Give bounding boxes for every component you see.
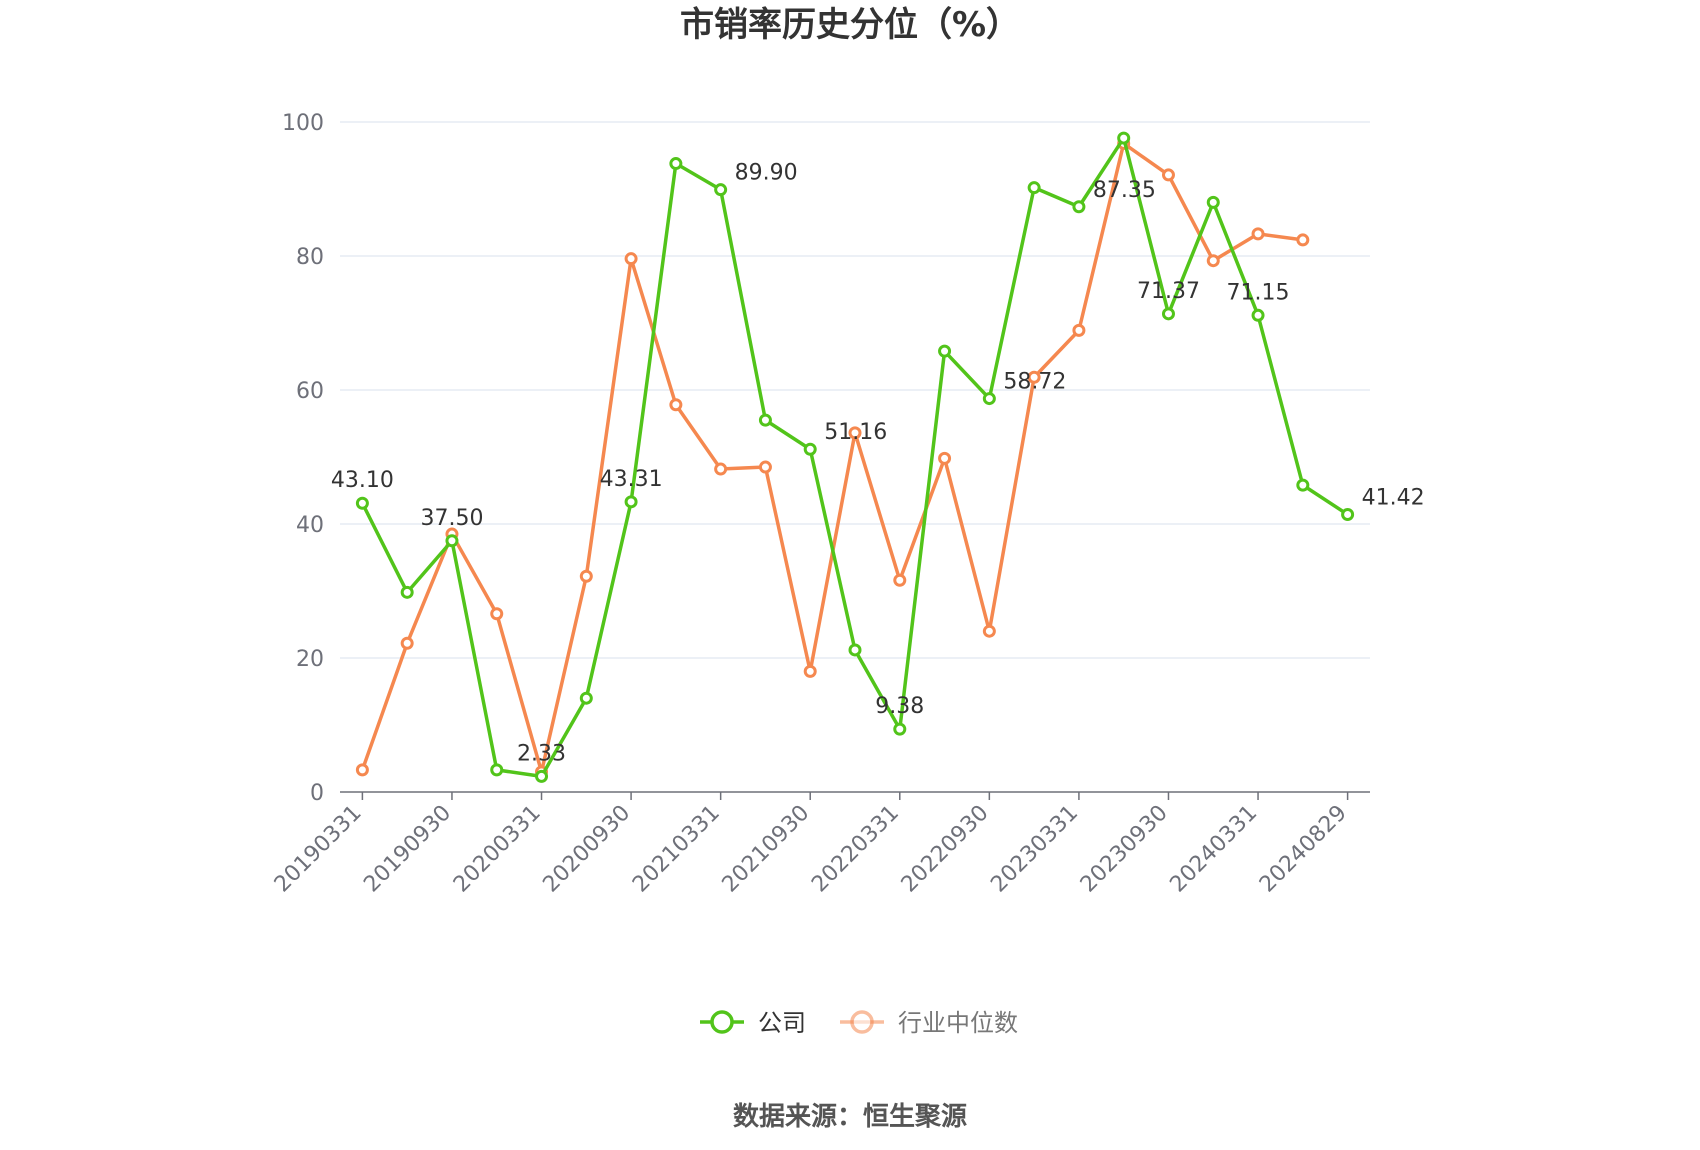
- data-point: [1206, 254, 1220, 268]
- series-layer: [355, 131, 1355, 783]
- x-tick-label: 20230331: [986, 801, 1083, 898]
- data-point: [893, 722, 907, 736]
- data-point: [758, 413, 772, 427]
- data-point: [803, 664, 817, 678]
- data-point: [1117, 131, 1131, 145]
- data-label: 87.35: [1093, 178, 1156, 203]
- data-point: [1251, 227, 1265, 241]
- data-label: 37.50: [420, 506, 483, 531]
- data-point: [669, 157, 683, 171]
- data-point: [355, 496, 369, 510]
- x-tick-label: 20240331: [1165, 801, 1262, 898]
- x-tick-label: 20240829: [1255, 801, 1352, 898]
- y-tick-label: 20: [296, 647, 324, 672]
- data-point: [624, 252, 638, 266]
- data-label: 71.15: [1227, 280, 1290, 305]
- data-point: [1072, 323, 1086, 337]
- series-line-0: [360, 136, 1349, 779]
- y-tick-label: 40: [296, 513, 324, 538]
- x-tick-label: 20220331: [807, 801, 904, 898]
- data-point: [848, 426, 862, 440]
- data-point: [579, 569, 593, 583]
- data-point: [982, 624, 996, 638]
- x-tick-label: 20200331: [449, 801, 546, 898]
- data-point: [1027, 370, 1041, 384]
- data-point: [938, 344, 952, 358]
- data-point: [669, 398, 683, 412]
- legend-label: 行业中位数: [898, 1009, 1018, 1037]
- data-point: [445, 534, 459, 548]
- legend-label: 公司: [758, 1009, 806, 1037]
- legend-item-1[interactable]: 行业中位数: [840, 1009, 1018, 1037]
- grid-lines: [340, 121, 1370, 659]
- data-point: [400, 585, 414, 599]
- y-tick-label: 0: [310, 781, 324, 806]
- data-point: [355, 763, 369, 777]
- data-label: 9.38: [875, 694, 924, 719]
- data-point: [579, 691, 593, 705]
- data-point: [1206, 195, 1220, 209]
- x-tick-label: 20200930: [538, 801, 635, 898]
- x-tick-label: 20210331: [628, 801, 725, 898]
- y-tick-label: 80: [296, 245, 324, 270]
- data-point: [400, 636, 414, 650]
- series-line-1: [360, 141, 1304, 774]
- data-label: 43.31: [600, 467, 663, 492]
- data-point: [938, 451, 952, 465]
- data-label: 71.37: [1137, 279, 1200, 304]
- y-tick-label: 100: [282, 111, 324, 136]
- x-tick-label: 20220930: [897, 801, 994, 898]
- x-tick-label: 20190930: [359, 801, 456, 898]
- data-point: [758, 460, 772, 474]
- data-label: 43.10: [331, 468, 394, 493]
- x-tick-label: 20230930: [1076, 801, 1173, 898]
- data-point: [982, 392, 996, 406]
- data-point: [535, 769, 549, 783]
- y-axis: 0 20 40 60 80 100: [282, 111, 324, 806]
- data-source: 数据来源：恒生聚源: [733, 1102, 967, 1132]
- legend-marker: [710, 1010, 734, 1034]
- chart-title: 市销率历史分位（%）: [680, 5, 1020, 45]
- data-label: 89.90: [735, 161, 798, 186]
- legend-item-0[interactable]: 公司: [700, 1009, 806, 1037]
- data-point: [1161, 307, 1175, 321]
- x-tick-label: 20190331: [270, 801, 367, 898]
- data-point: [714, 462, 728, 476]
- data-label: 41.42: [1362, 485, 1425, 510]
- legend-marker: [850, 1010, 874, 1034]
- data-point: [490, 607, 504, 621]
- data-label: 58.72: [1003, 370, 1066, 395]
- data-point: [1027, 181, 1041, 195]
- data-point: [1251, 308, 1265, 322]
- data-point: [1341, 507, 1355, 521]
- data-point: [1161, 168, 1175, 182]
- data-point: [1296, 233, 1310, 247]
- data-point: [848, 643, 862, 657]
- data-point: [803, 442, 817, 456]
- data-label: 2.33: [517, 741, 566, 766]
- data-label: 51.16: [824, 420, 887, 445]
- data-point: [624, 495, 638, 509]
- x-tick-label: 20210930: [718, 801, 815, 898]
- data-labels: 43.10 37.50 2.33 43.31 89.90 51.16 9.38 58.72 87…: [331, 161, 1425, 767]
- data-point: [893, 573, 907, 587]
- data-point: [1296, 478, 1310, 492]
- data-point: [490, 763, 504, 777]
- x-axis: 2019033120190930202003312020093020210331…: [270, 791, 1370, 898]
- legend[interactable]: 公司 行业中位数: [700, 1009, 1018, 1037]
- data-point: [1072, 200, 1086, 214]
- y-tick-label: 60: [296, 379, 324, 404]
- data-point: [714, 183, 728, 197]
